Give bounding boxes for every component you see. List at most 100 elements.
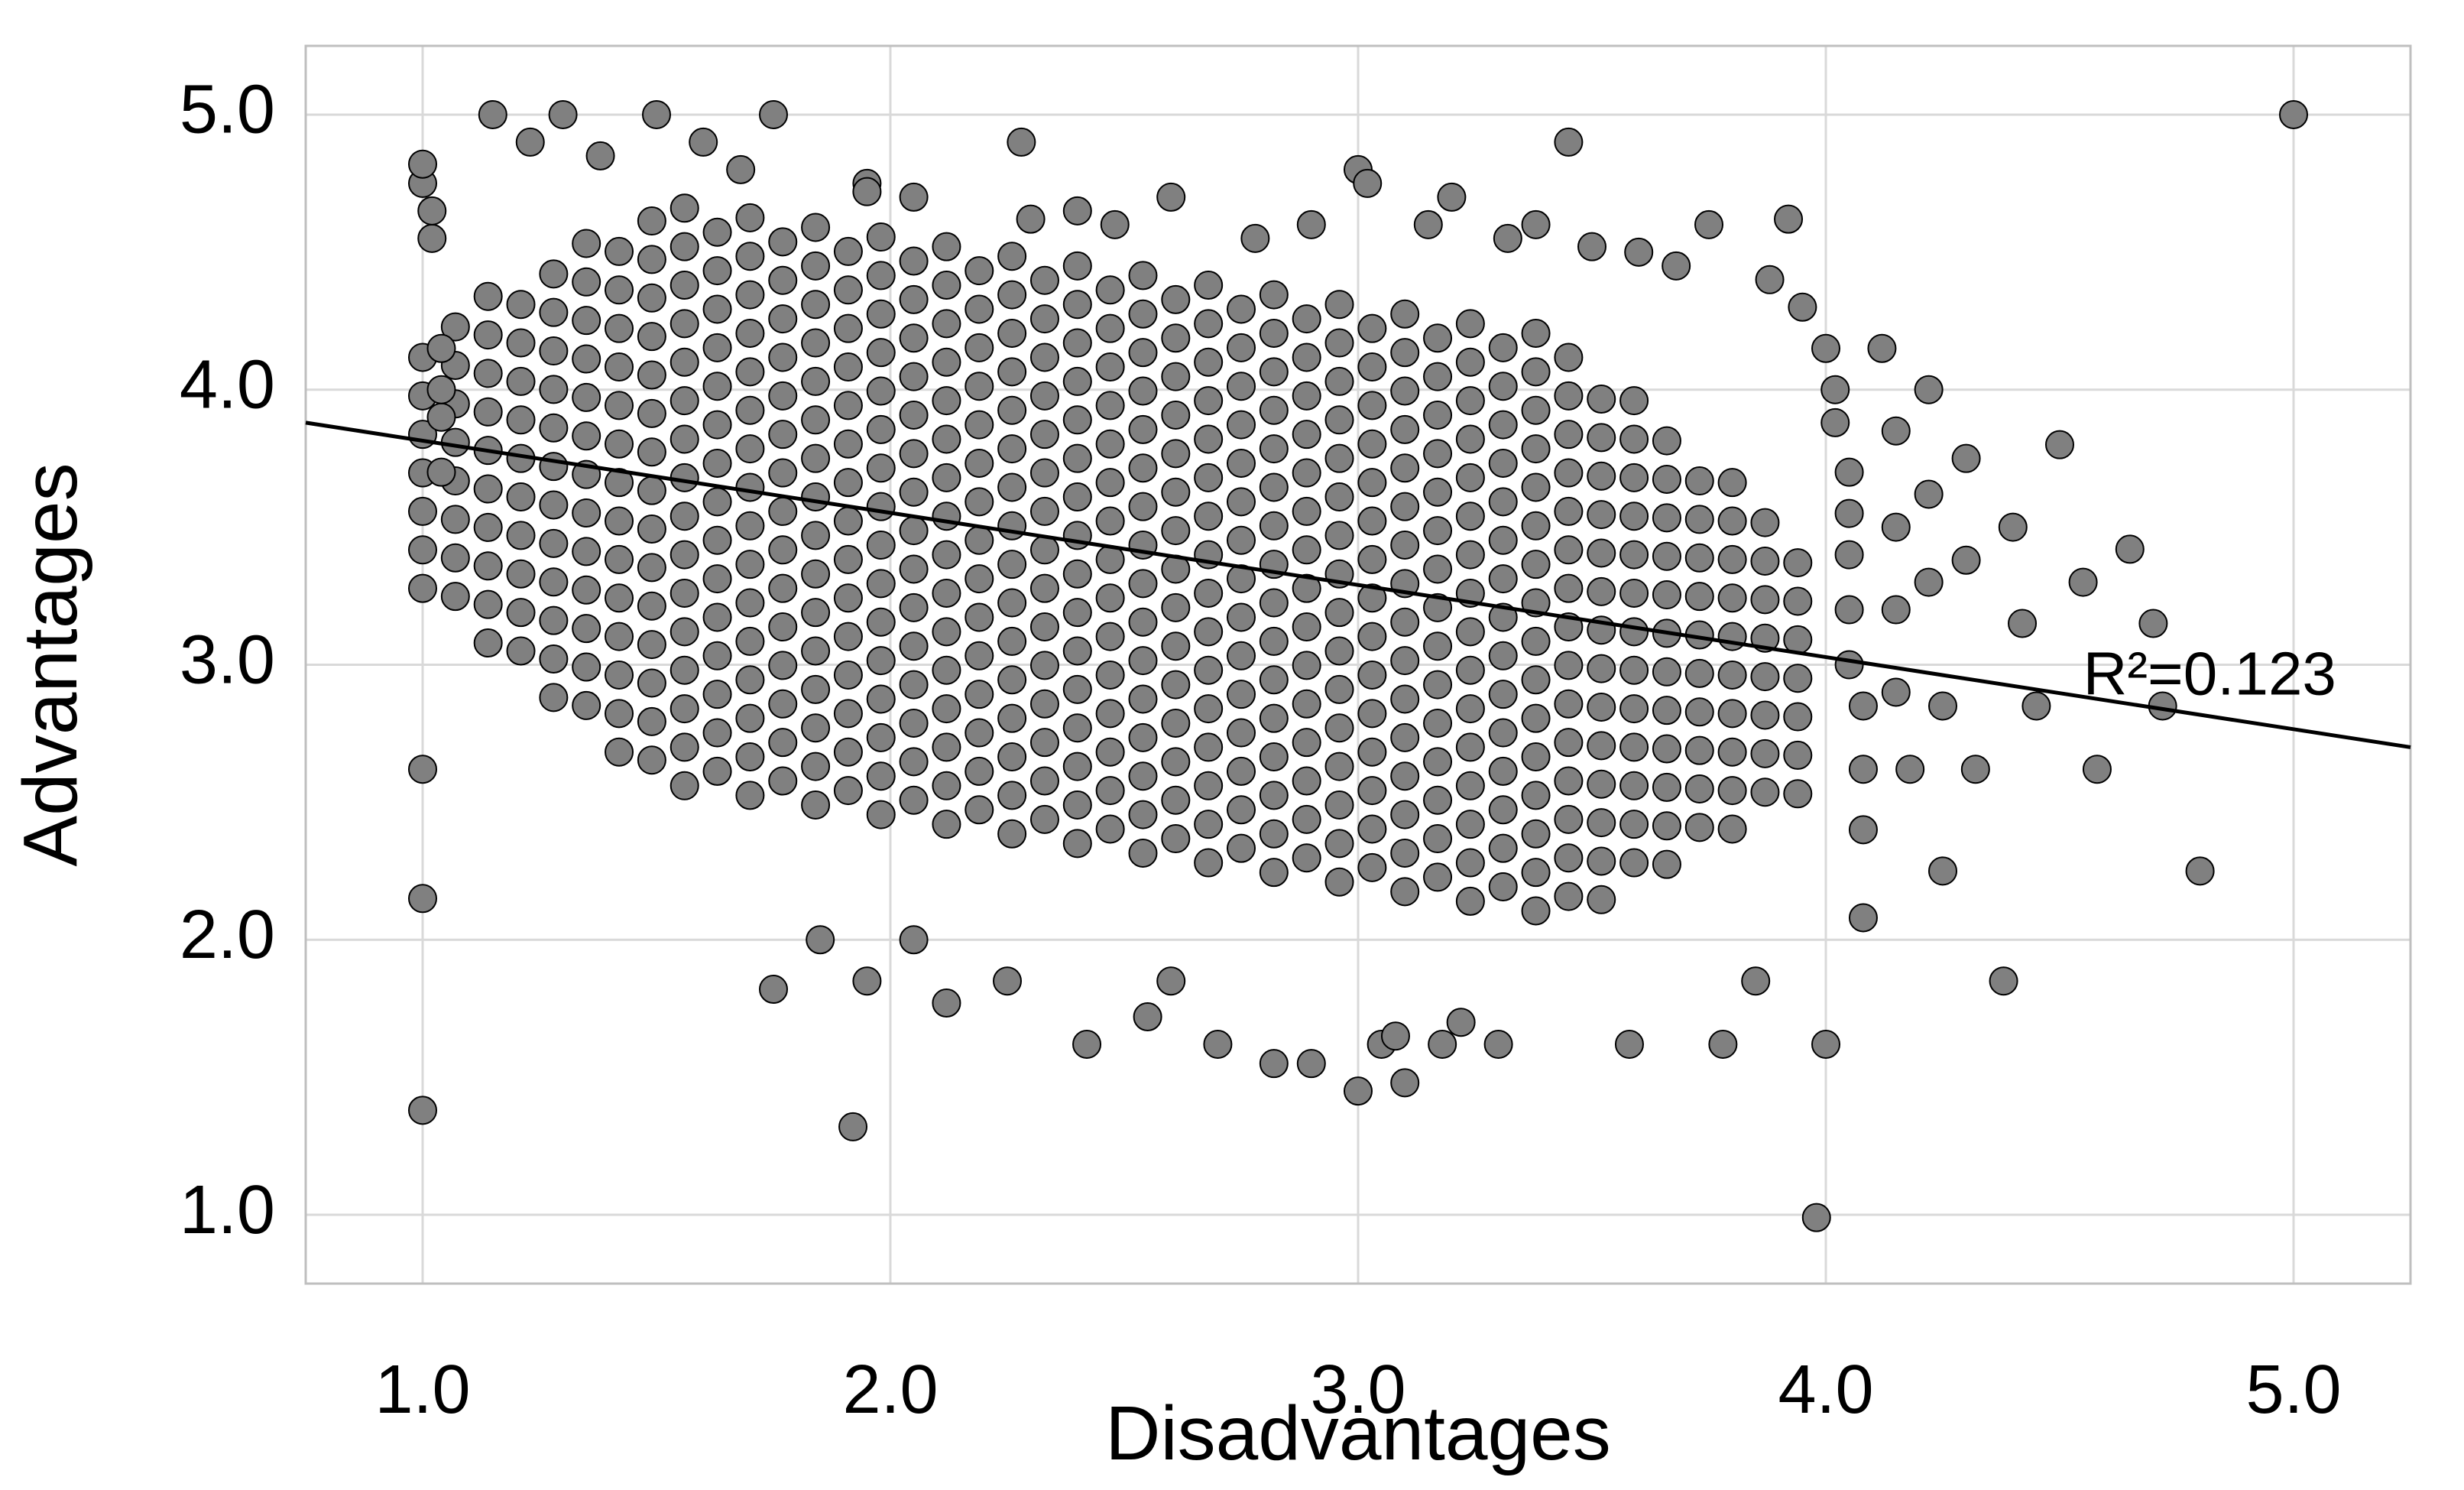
data-point xyxy=(1490,527,1517,554)
data-point xyxy=(1620,849,1648,877)
data-point xyxy=(1578,233,1606,261)
data-point xyxy=(1522,397,1550,424)
data-point xyxy=(965,257,993,284)
data-point xyxy=(1850,692,1877,719)
y-tick-label: 5.0 xyxy=(180,72,275,148)
data-point xyxy=(1064,291,1091,318)
data-point xyxy=(1195,618,1222,645)
data-point xyxy=(540,492,567,519)
data-point xyxy=(839,1113,867,1141)
data-point xyxy=(1953,547,1980,574)
data-point xyxy=(802,791,829,819)
data-point xyxy=(1522,898,1550,925)
data-point xyxy=(1162,825,1189,852)
data-point xyxy=(1129,801,1156,829)
data-point xyxy=(605,391,633,419)
data-point xyxy=(1129,261,1156,289)
data-point xyxy=(1260,705,1288,732)
data-point xyxy=(2083,755,2111,783)
data-point xyxy=(1260,859,1288,886)
data-point xyxy=(572,537,600,565)
data-point xyxy=(704,527,731,554)
data-point xyxy=(605,584,633,612)
data-point xyxy=(1625,239,1652,266)
data-point xyxy=(1195,695,1222,722)
data-point xyxy=(638,553,666,581)
data-point xyxy=(1326,676,1354,703)
data-point xyxy=(1195,502,1222,530)
data-point xyxy=(802,483,829,511)
data-point xyxy=(1129,609,1156,636)
data-point xyxy=(671,425,699,453)
data-point xyxy=(1742,967,1769,995)
data-point xyxy=(671,271,699,299)
data-point xyxy=(932,349,960,376)
data-point xyxy=(769,613,796,641)
data-point xyxy=(704,372,731,400)
data-point xyxy=(998,743,1026,771)
data-point xyxy=(1424,825,1451,852)
data-point xyxy=(572,499,600,527)
data-point xyxy=(1812,1031,1840,1058)
data-point xyxy=(769,768,796,795)
data-point xyxy=(867,300,895,328)
data-point xyxy=(671,233,699,261)
data-point xyxy=(1097,584,1124,612)
data-point xyxy=(1457,888,1484,915)
data-point xyxy=(1882,596,1910,624)
data-point xyxy=(442,544,469,572)
data-point xyxy=(475,629,502,657)
y-tick-label: 4.0 xyxy=(180,347,275,424)
data-point xyxy=(1227,758,1255,785)
data-point xyxy=(1896,755,1924,783)
data-point xyxy=(1260,512,1288,540)
data-point xyxy=(1031,498,1059,525)
data-point xyxy=(671,657,699,684)
data-point xyxy=(1784,703,1811,731)
data-point xyxy=(1129,416,1156,443)
data-point xyxy=(1457,310,1484,337)
data-point xyxy=(1382,1022,1409,1050)
data-point xyxy=(1494,225,1522,252)
data-point xyxy=(550,101,577,128)
data-point xyxy=(1129,647,1156,674)
chart-svg: R²=0.1231.02.03.04.05.01.02.03.04.05.0Di… xyxy=(0,0,2464,1490)
data-point xyxy=(1358,353,1386,381)
data-point xyxy=(867,223,895,251)
data-point xyxy=(1751,586,1778,613)
data-point xyxy=(1719,469,1746,496)
data-point xyxy=(867,454,895,482)
data-point xyxy=(1620,657,1648,684)
data-point xyxy=(965,719,993,747)
data-point xyxy=(1344,1077,1372,1105)
data-point xyxy=(1391,839,1418,867)
data-point xyxy=(1620,425,1648,453)
data-point xyxy=(1784,587,1811,615)
data-point xyxy=(1097,508,1124,535)
data-point xyxy=(1227,372,1255,400)
data-point xyxy=(704,450,731,477)
data-point xyxy=(736,781,764,809)
data-point xyxy=(1457,849,1484,877)
data-point xyxy=(1490,758,1517,785)
data-point xyxy=(736,628,764,655)
data-point xyxy=(638,362,666,389)
data-point xyxy=(932,541,960,569)
data-point xyxy=(1490,565,1517,592)
data-point xyxy=(998,550,1026,578)
data-point xyxy=(540,337,567,365)
data-point xyxy=(998,320,1026,347)
data-point xyxy=(1195,579,1222,607)
data-point xyxy=(736,358,764,385)
data-point xyxy=(1709,1031,1736,1058)
data-point xyxy=(1555,806,1582,833)
data-point xyxy=(1129,839,1156,867)
data-point xyxy=(802,368,829,395)
data-point xyxy=(572,422,600,450)
data-point xyxy=(1064,560,1091,588)
data-point xyxy=(1485,1031,1512,1058)
data-point xyxy=(572,268,600,296)
data-point xyxy=(900,183,928,211)
data-point xyxy=(806,926,834,953)
data-point xyxy=(475,476,502,503)
